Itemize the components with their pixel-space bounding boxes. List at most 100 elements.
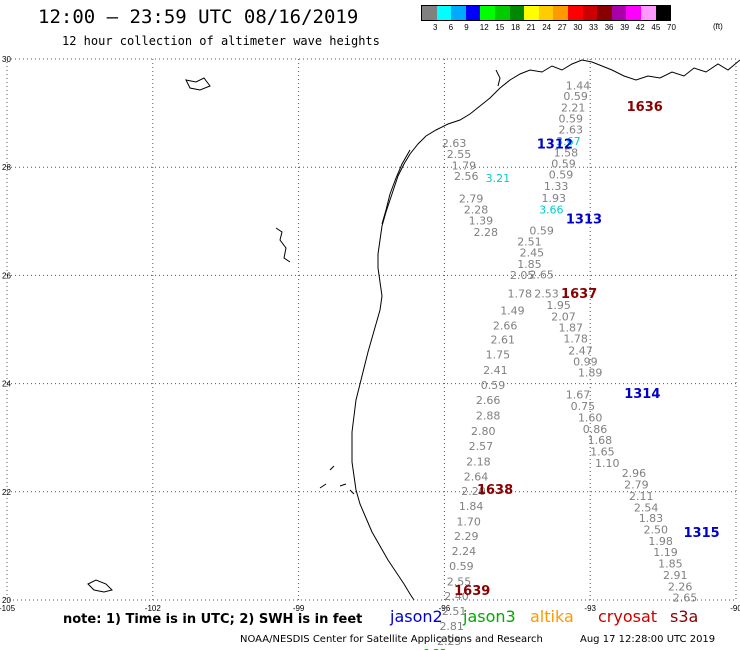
wave-height-label: 2.65 (673, 592, 698, 605)
wave-height-label: 2.55 (447, 575, 472, 588)
wave-height-label: 0.99 (573, 356, 598, 369)
inland-lake-1 (275, 227, 291, 263)
wave-height-label: 1.70 (456, 515, 481, 528)
color-scale-label: 24 (542, 23, 552, 32)
wave-height-label: 1.10 (595, 457, 620, 470)
wave-height-label: 2.65 (529, 269, 554, 282)
y-tick-label: 30 (2, 55, 11, 64)
wave-height-label: 1.89 (578, 367, 603, 380)
pass-number-label: 1639 (454, 584, 490, 599)
wave-height-label: 2.80 (471, 425, 496, 438)
color-scale-box (626, 6, 641, 20)
wave-height-label: 0.59 (559, 112, 584, 125)
wave-height-label: 1.83 (639, 512, 664, 525)
wave-height-label: 1.60 (578, 411, 603, 424)
wave-height-label: 0.75 (571, 400, 596, 413)
wave-height-label: 2.88 (476, 409, 501, 422)
wave-height-label: 1.49 (500, 304, 525, 317)
wave-height-label: 2.47 (568, 344, 593, 357)
wave-height-label: 1.44 (566, 79, 591, 92)
color-scale-label: 27 (557, 23, 567, 32)
color-scale-label: 21 (526, 23, 536, 32)
wave-height-label: 2.56 (454, 170, 479, 183)
color-scale-label: 6 (448, 23, 454, 32)
axis-tick-labels: -105 -102 -99 -96 -93 -90 20 22 24 26 28 30 (0, 55, 740, 613)
wave-height-label: 3.21 (486, 172, 511, 185)
wave-height-label: 1.93 (542, 192, 567, 205)
barrier-island (381, 149, 411, 225)
color-scale-box (538, 6, 554, 20)
wave-height-label: 2.07 (551, 310, 576, 323)
wave-height-label: 0.59 (449, 560, 474, 573)
wave-height-label: 0.86 (583, 423, 608, 436)
wave-height-label: 2.63 (559, 124, 584, 137)
wave-height-label: 1.78 (507, 288, 532, 301)
wave-height-label: 1.85 (658, 558, 683, 571)
wave-height-label: 2.24 (452, 545, 477, 558)
wave-height-label: 2.50 (644, 523, 669, 536)
wave-height-label: 1.85 (517, 258, 542, 271)
color-scale-box (509, 6, 525, 20)
y-tick-label: 24 (2, 380, 11, 389)
color-scale-label: 36 (604, 23, 614, 32)
wave-height-label: 2.45 (520, 246, 545, 259)
y-tick-label: 22 (2, 488, 11, 497)
wave-height-label: 2.11 (629, 490, 654, 503)
wave-height-label: 2.26 (668, 580, 693, 593)
gulf-coastline (351, 59, 740, 601)
wave-height-label: 2.57 (469, 440, 494, 453)
legend-s3a: s3a (670, 607, 699, 626)
color-scale-label: 18 (511, 23, 520, 32)
wave-height-label: 2.05 (510, 269, 535, 282)
color-scale-label: 33 (589, 23, 598, 32)
wave-height-label: 2.25 (437, 635, 462, 648)
color-scale-label: 70 (667, 23, 676, 32)
pass-number-label: 1314 (624, 387, 660, 402)
x-tick-label: -99 (293, 604, 305, 613)
wave-height-label: 1.65 (590, 446, 615, 459)
wave-height-label: 2.40 (444, 590, 469, 603)
color-scale-box (451, 6, 466, 20)
color-scale-boxes (421, 5, 672, 21)
map-frame (6, 58, 737, 601)
wave-height-label: 2.28 (464, 204, 489, 217)
wave-height-label: 1.67 (566, 389, 591, 402)
color-scale-unit: (ft) (713, 22, 723, 31)
coastline (87, 59, 740, 601)
wave-height-label: 2.66 (476, 394, 501, 407)
wave-height-label: 1.98 (648, 535, 673, 548)
map-subtitle: 12 hour collection of altimeter wave hei… (62, 34, 380, 48)
wave-height-label: 1.39 (469, 215, 494, 228)
wave-height-label: 3.66 (539, 204, 564, 217)
wave-height-label: 2.21 (561, 101, 586, 114)
footer-timestamp: Aug 17 12:28:00 UTC 2019 (580, 634, 716, 645)
wave-height-label: 1.19 (653, 546, 678, 559)
wave-height-label: 2.61 (490, 334, 515, 347)
color-scale-box (655, 6, 671, 20)
pass-number-label: 1313 (566, 212, 602, 227)
wave-height-label: 0.59 (549, 169, 574, 182)
wave-height-label: 1.79 (452, 159, 477, 172)
pass-number-label: 1312 (537, 137, 573, 152)
color-scale: 3 6 9 12 15 18 21 24 27 30 33 36 39 42 45 70 (421, 5, 676, 33)
color-scale-box (524, 6, 539, 20)
wave-height-label: 0.59 (563, 90, 588, 103)
color-scale-box (436, 6, 452, 20)
x-tick-label: -90 (730, 604, 740, 613)
color-scale-box (465, 6, 481, 20)
wave-height-label: 2.64 (464, 470, 489, 483)
x-tick-label: -105 (0, 604, 16, 613)
color-scale-box (422, 6, 437, 20)
wave-height-label: 1.84 (459, 500, 484, 513)
wave-height-label: 0.59 (551, 158, 576, 171)
pass-number-label: 1637 (561, 287, 597, 302)
yucatan-island (87, 579, 113, 593)
wave-height-label: 2.53 (534, 288, 559, 301)
x-tick-label: -93 (584, 604, 596, 613)
y-tick-label: 20 (2, 596, 11, 605)
wave-height-label: 2.81 (439, 620, 464, 633)
color-scale-box (553, 6, 568, 20)
color-scale-box (640, 6, 656, 20)
color-scale-box (480, 6, 495, 20)
wave-height-label: 1.58 (554, 146, 579, 159)
